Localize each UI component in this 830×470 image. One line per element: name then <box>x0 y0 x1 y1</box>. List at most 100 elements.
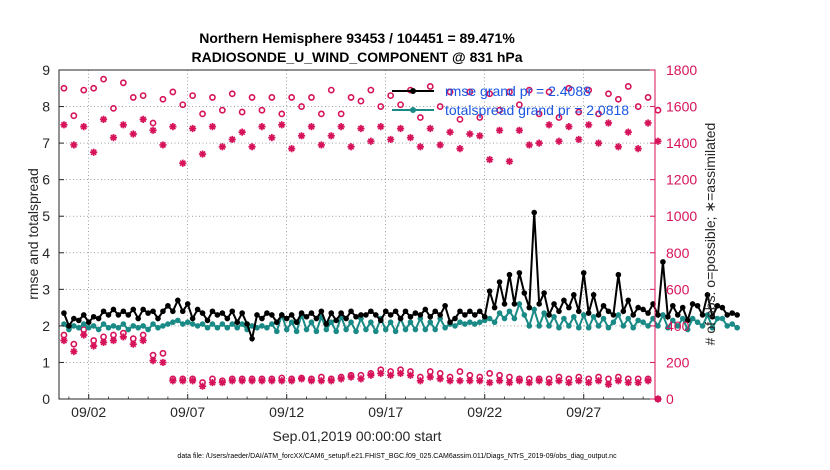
possible-marker <box>149 119 157 127</box>
rmse-point <box>600 302 607 309</box>
rmse-point <box>278 312 285 318</box>
totalspread-point <box>313 328 320 335</box>
totalspread-point <box>387 319 394 326</box>
legend-rmse-label: rmse grand pr = 2.4088 <box>445 83 591 99</box>
totalspread-point <box>219 321 226 327</box>
possible_low-marker <box>159 349 167 357</box>
possible_low-marker <box>486 370 494 377</box>
assimilated_low-marker <box>337 375 345 383</box>
totalspread-point <box>303 326 310 333</box>
rmse-point <box>699 312 706 318</box>
possible-marker <box>614 95 622 103</box>
totalspread-point <box>442 324 448 331</box>
assimilated_low-marker <box>555 377 563 385</box>
assimilated_low-marker <box>446 377 454 385</box>
rmse-point <box>338 310 344 316</box>
assimilated-marker <box>594 139 603 147</box>
rmse-point <box>288 312 295 318</box>
rmse-point <box>110 306 117 313</box>
possible-marker <box>446 88 454 96</box>
y-right-axis-label: # of obs: o=possible; ∗=assimilated <box>702 123 718 346</box>
rmse-point <box>269 312 275 318</box>
totalspread-point <box>684 326 691 333</box>
assimilated_low-marker <box>70 347 78 356</box>
rmse-point <box>184 301 191 307</box>
rmse-point <box>679 304 686 311</box>
totalspread-point <box>204 324 211 331</box>
y-right-ticks: 0 200 400 600 800 1000 1200 1400 1600 1800 <box>650 62 697 407</box>
possible-marker <box>535 110 543 118</box>
totalspread-point <box>150 321 156 327</box>
rmse-point <box>645 310 651 316</box>
assimilated-marker <box>60 121 68 129</box>
assimilated_low-marker <box>307 377 316 385</box>
possible-marker <box>496 106 503 114</box>
assimilated_low-marker <box>149 357 157 365</box>
totalspread-point <box>734 324 740 331</box>
assimilated-marker <box>456 144 464 153</box>
assimilated_low-marker <box>545 378 553 387</box>
assimilated-marker <box>644 119 652 127</box>
assimilated-marker <box>297 132 306 140</box>
rmse-point <box>536 301 542 307</box>
rmse-point <box>610 312 617 318</box>
rmse-point <box>506 271 513 278</box>
totalspread-point <box>427 319 434 326</box>
possible-marker <box>238 108 246 116</box>
assimilated-marker <box>70 141 78 149</box>
assimilated_low-marker <box>278 377 286 385</box>
rmse-point <box>605 308 612 315</box>
totalspread-point <box>511 315 518 322</box>
assimilated_low-marker <box>258 377 266 385</box>
possible-marker <box>515 101 523 109</box>
rmse-point <box>135 315 142 322</box>
totalspread-point <box>620 323 627 329</box>
possible-marker <box>525 86 533 94</box>
rmse-point <box>239 310 245 316</box>
assimilated-marker <box>515 126 523 134</box>
possible_low-marker <box>496 371 503 379</box>
assimilated-marker <box>565 123 573 131</box>
totalspread-point <box>630 324 637 331</box>
assimilated-marker <box>396 124 405 133</box>
rmse-point <box>343 315 349 322</box>
y-left-axis-label: rmse and totalspread <box>25 168 41 300</box>
rmse-point <box>318 308 325 315</box>
assimilated-marker <box>367 137 375 145</box>
rmse-point <box>566 304 572 311</box>
assimilated-marker <box>109 134 118 142</box>
assimilated-marker <box>357 124 365 133</box>
rmse-point <box>175 297 181 304</box>
assimilated-marker <box>169 123 177 131</box>
legend-spread-marker <box>410 107 416 113</box>
assimilated-marker <box>476 132 484 140</box>
rmse-point <box>283 315 290 322</box>
assimilated-marker <box>446 128 454 136</box>
assimilated_low-marker <box>99 338 108 346</box>
y-left-tick-label: 0 <box>42 391 50 407</box>
rmse-point <box>179 308 186 315</box>
assimilated-marker <box>119 121 127 129</box>
totalspread-point <box>412 326 419 333</box>
y-right-tick-label: 400 <box>666 318 690 334</box>
possible_low-marker <box>466 371 474 379</box>
assimilated-marker <box>416 143 424 151</box>
assimilated_low-marker <box>297 375 306 383</box>
rmse-point <box>105 312 112 318</box>
totalspread-point <box>501 315 508 322</box>
possible-marker <box>545 88 553 96</box>
totalspread-point <box>175 317 181 324</box>
rmse-point <box>467 308 473 315</box>
assimilated_low-marker <box>80 331 88 339</box>
possible-marker <box>605 90 612 98</box>
possible-marker <box>308 94 315 101</box>
x-tick-label: 09/02 <box>71 404 106 420</box>
assimilated_low-marker <box>594 377 603 385</box>
totalspread-point <box>660 312 666 318</box>
possible_low-marker <box>456 368 464 375</box>
y-left-tick-label: 5 <box>42 208 50 224</box>
possible_low-marker <box>436 370 444 377</box>
possible-marker <box>248 94 256 101</box>
rmse-point <box>397 315 404 322</box>
